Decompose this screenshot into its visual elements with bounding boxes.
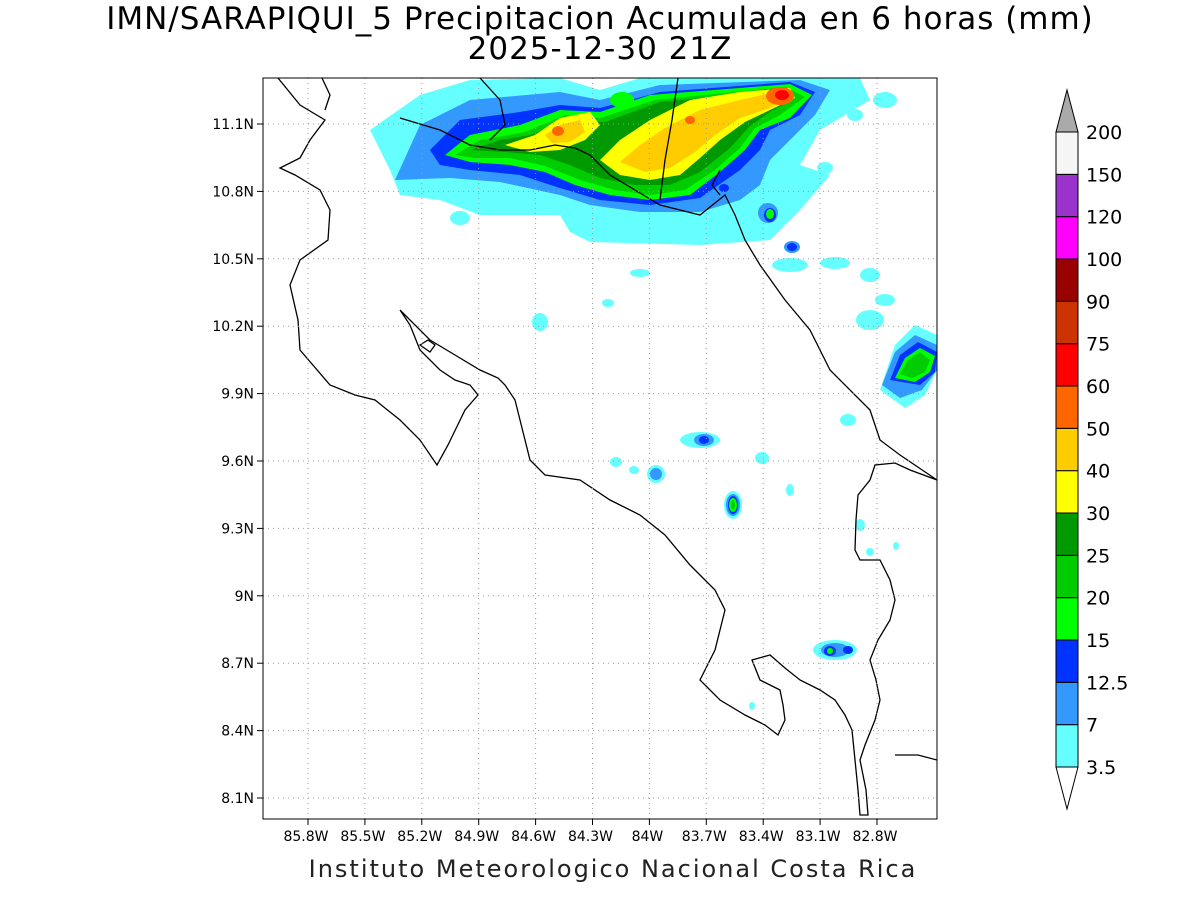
colorbar: [1055, 88, 1079, 811]
colorbar-level-label: 20: [1086, 588, 1110, 610]
colorbar-level-label: 90: [1086, 291, 1110, 313]
map-title: IMN/SARAPIQUI_5 Precipitacion Acumulada …: [106, 1, 1094, 37]
longitude-tick-label: 85.5W: [340, 829, 385, 845]
colorbar-bin: [1055, 597, 1079, 641]
colorbar-bin: [1055, 300, 1079, 345]
latitude-tick-label: 8.7N: [221, 656, 254, 672]
colorbar-level-label: 40: [1086, 461, 1110, 483]
colorbar-bin: [1055, 131, 1079, 175]
latitude-tick-label: 9.6N: [221, 454, 254, 470]
longitude-tick-label: 83.4W: [739, 829, 784, 845]
latitude-tick-label: 11.1N: [212, 117, 254, 133]
colorbar-bin: [1055, 343, 1079, 387]
longitude-tick-label: 84.6W: [511, 829, 556, 845]
colorbar-bin: [1055, 724, 1079, 768]
colorbar-bin: [1055, 216, 1079, 260]
colorbar-level-label: 200: [1086, 122, 1122, 144]
colorbar-level-label: 75: [1086, 334, 1110, 356]
colorbar-bin: [1055, 470, 1079, 514]
coastline: [277, 78, 937, 816]
colorbar-bin: [1055, 766, 1079, 811]
colorbar-bin: [1055, 639, 1079, 683]
colorbar-labels: 3.5 7 12.5 15 20 25 30 40 50 60 75 90 100 120 150 200: [1086, 122, 1128, 779]
map-valid-time: 2025-12-30 21Z: [467, 31, 733, 67]
longitude-tick-label: 84.9W: [454, 829, 499, 845]
longitude-tick-label: 84.3W: [568, 829, 613, 845]
axis-ticks: [257, 123, 878, 825]
latitude-tick-label: 10.5N: [212, 252, 254, 268]
colorbar-level-label: 12.5: [1086, 672, 1128, 694]
colorbar-bin: [1055, 512, 1079, 556]
colorbar-bin: [1055, 88, 1079, 133]
map-frame: [257, 77, 938, 825]
longitude-tick-label: 83.1W: [796, 829, 841, 845]
colorbar-level-label: 15: [1086, 630, 1110, 652]
precipitation-field: [370, 78, 937, 710]
latitude-tick-label: 8.1N: [221, 791, 254, 807]
colorbar-bin: [1055, 681, 1079, 726]
longitude-tick-label: 83.7W: [682, 829, 727, 845]
colorbar-level-label: 120: [1086, 207, 1122, 229]
latitude-tick-label: 9N: [235, 589, 254, 605]
colorbar-level-label: 7: [1086, 715, 1098, 737]
colorbar-bin: [1055, 258, 1079, 302]
longitude-tick-label: 84W: [632, 829, 664, 845]
colorbar-level-label: 3.5: [1086, 757, 1116, 779]
colorbar-level-label: 150: [1086, 164, 1122, 186]
colorbar-level-label: 30: [1086, 503, 1110, 525]
colorbar-level-label: 25: [1086, 545, 1110, 567]
longitude-tick-label: 82.8W: [852, 829, 897, 845]
colorbar-bin: [1055, 427, 1079, 472]
colorbar-bin: [1055, 385, 1079, 429]
colorbar-bin: [1055, 554, 1079, 599]
latitude-tick-label: 9.3N: [221, 521, 254, 537]
footer-credit: Instituto Meteorologico Nacional Costa R…: [308, 855, 918, 883]
latitude-tick-label: 9.9N: [221, 387, 254, 403]
latitude-tick-label: 10.8N: [212, 184, 254, 200]
latitude-tick-label: 10.2N: [212, 319, 254, 335]
longitude-tick-label: 85.8W: [283, 829, 328, 845]
colorbar-bin: [1055, 173, 1079, 218]
colorbar-level-label: 50: [1086, 418, 1110, 440]
colorbar-level-label: 100: [1086, 249, 1122, 271]
longitude-labels: 85.8W 85.5W 85.2W 84.9W 84.6W 84.3W 84W 83.7W 83…: [283, 829, 897, 845]
latitude-tick-label: 8.4N: [221, 724, 254, 740]
colorbar-level-label: 60: [1086, 376, 1110, 398]
grid-lines: [263, 78, 937, 819]
latitude-labels: 11.1N 10.8N 10.5N 10.2N 9.9N 9.6N 9.3N 9N 8.7N 8.…: [212, 117, 254, 807]
longitude-tick-label: 85.2W: [397, 829, 442, 845]
